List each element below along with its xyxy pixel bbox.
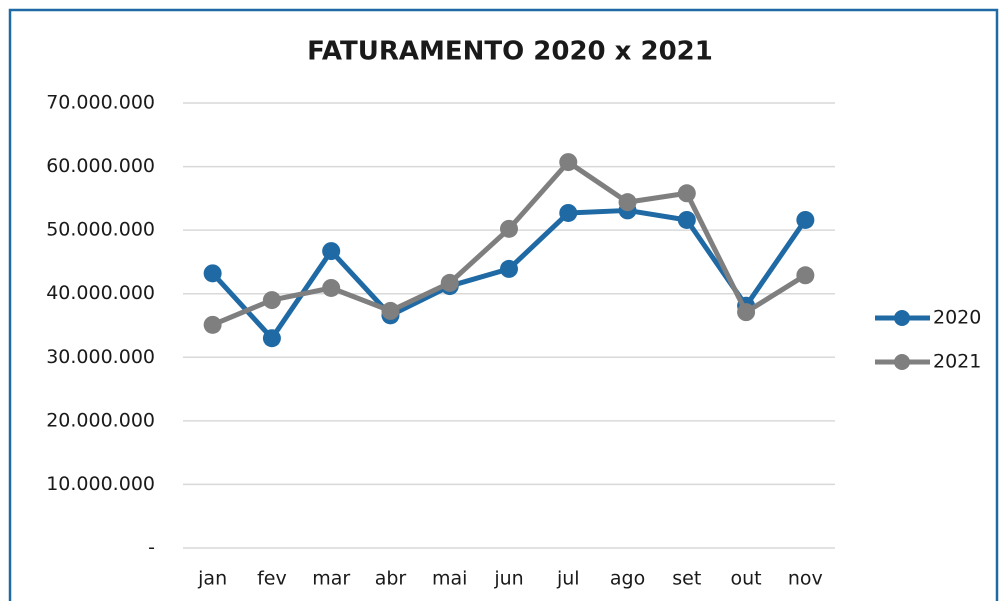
y-tick-label: 70.000.000 xyxy=(46,92,155,114)
x-tick-label: nov xyxy=(788,568,823,590)
data-point xyxy=(203,315,222,334)
data-point xyxy=(796,266,815,285)
data-point xyxy=(322,242,341,261)
data-point xyxy=(737,303,756,322)
x-tick-label: ago xyxy=(610,568,645,590)
data-point xyxy=(440,273,459,292)
x-tick-label: out xyxy=(731,568,762,590)
data-point xyxy=(677,210,696,229)
data-point xyxy=(559,153,578,172)
x-tick-label: mar xyxy=(312,568,350,590)
y-tick-label: 20.000.000 xyxy=(46,409,155,431)
data-point xyxy=(500,259,518,278)
x-tick-label: abr xyxy=(375,568,407,590)
y-tick-label: 50.000.000 xyxy=(46,219,155,241)
data-point xyxy=(618,193,637,212)
data-point xyxy=(262,329,281,348)
data-point xyxy=(796,210,815,229)
chart-border xyxy=(8,8,999,601)
legend-label: 2020 xyxy=(933,307,981,329)
chart-title: FATURAMENTO 2020 x 2021 xyxy=(307,37,713,67)
legend-marker xyxy=(894,354,910,370)
x-tick-label: mai xyxy=(432,568,467,590)
x-tick-label: fev xyxy=(257,568,287,590)
data-point xyxy=(677,184,696,203)
series-line xyxy=(211,159,807,328)
y-tick-label: 40.000.000 xyxy=(46,282,155,304)
x-tick-label: jun xyxy=(493,568,523,590)
data-point xyxy=(262,291,281,310)
data-point xyxy=(500,219,518,238)
x-tick-label: jul xyxy=(556,568,580,590)
x-tick-label: set xyxy=(672,568,701,590)
data-point xyxy=(381,301,400,320)
data-point xyxy=(559,203,578,222)
legend-marker xyxy=(894,310,910,326)
y-tick-label: 30.000.000 xyxy=(46,346,155,368)
y-tick-label: - xyxy=(148,537,155,559)
x-tick-label: jan xyxy=(197,568,227,590)
data-point xyxy=(203,264,222,283)
y-tick-label: 10.000.000 xyxy=(46,473,155,495)
data-point xyxy=(322,278,341,297)
legend-label: 2021 xyxy=(933,351,981,373)
y-tick-label: 60.000.000 xyxy=(46,155,155,177)
